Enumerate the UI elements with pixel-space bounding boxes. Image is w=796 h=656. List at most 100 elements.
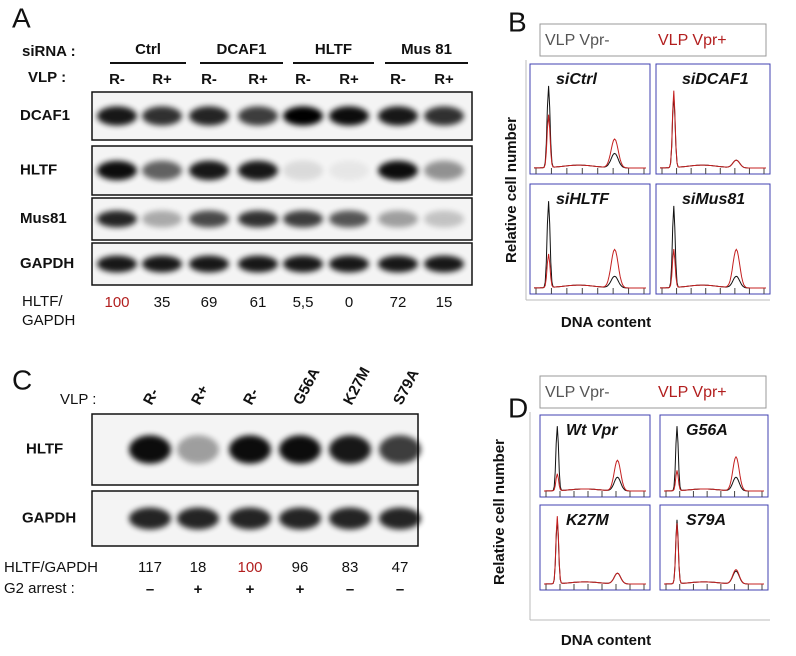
lane-label: K27M xyxy=(340,364,374,407)
blot-band xyxy=(142,160,182,181)
arrest-value: – xyxy=(146,581,154,598)
blot-band xyxy=(129,435,171,464)
lane-label: R- xyxy=(240,386,262,408)
ratio-label: HLTF/ xyxy=(22,293,63,310)
lane-label: R- xyxy=(295,71,311,88)
lane-label: R+ xyxy=(434,71,454,88)
legend-entry: VLP Vpr- xyxy=(545,32,610,49)
blot-band xyxy=(329,507,371,530)
ratio-value: 96 xyxy=(292,559,309,576)
plot-label: siMus81 xyxy=(682,191,745,208)
ratio-label: GAPDH xyxy=(22,312,75,329)
blot-band xyxy=(378,106,418,126)
blot-band xyxy=(142,210,182,228)
y-axis-label: Relative cell number xyxy=(503,117,520,263)
blot-band xyxy=(238,106,278,126)
histogram-curve xyxy=(544,459,646,492)
ratio-value: 100 xyxy=(104,294,129,311)
blot-label: DCAF1 xyxy=(20,107,70,124)
blot-band xyxy=(97,160,137,181)
vlp-label: VLP : xyxy=(28,69,66,86)
blot-band xyxy=(142,106,182,126)
histogram-curve xyxy=(660,90,766,169)
plot-label: K27M xyxy=(566,512,609,529)
blot-band xyxy=(283,210,323,228)
blot-band xyxy=(379,507,421,530)
legend-box xyxy=(539,23,767,57)
blot-band xyxy=(283,160,323,181)
ratio-label: HLTF/GAPDH xyxy=(4,559,98,576)
arrest-label: G2 arrest : xyxy=(4,580,75,597)
blot-band xyxy=(279,435,321,464)
blot-label: GAPDH xyxy=(22,509,76,526)
blot-band xyxy=(229,507,271,530)
blot-band xyxy=(424,106,464,126)
x-axis-label: DNA content xyxy=(561,632,651,649)
plot-label: siCtrl xyxy=(556,71,597,88)
histogram-curve xyxy=(544,516,646,585)
blot-band xyxy=(424,210,464,228)
blot-band xyxy=(378,160,418,181)
panel-label: D xyxy=(508,392,528,423)
lane-label: R+ xyxy=(339,71,359,88)
legend-entry: VLP Vpr+ xyxy=(658,32,727,49)
blot-band xyxy=(189,160,229,181)
blot-band xyxy=(97,255,137,273)
histogram-curve xyxy=(534,114,646,169)
lane-label: R- xyxy=(390,71,406,88)
histogram-curve xyxy=(664,455,764,492)
blot-label: Mus81 xyxy=(20,210,67,227)
panel-label: C xyxy=(12,364,32,395)
blot-band xyxy=(283,255,323,273)
arrest-value: + xyxy=(246,581,255,598)
ratio-value: 18 xyxy=(190,559,207,576)
blot-band xyxy=(378,255,418,273)
blot-band xyxy=(238,210,278,228)
blot-label: HLTF xyxy=(20,161,57,178)
lane-label: R+ xyxy=(188,382,212,407)
sirna-label: siRNA : xyxy=(22,43,76,60)
blot-band xyxy=(189,255,229,273)
blot-band xyxy=(424,160,464,181)
legend-box xyxy=(539,375,767,409)
blot-label: GAPDH xyxy=(20,255,74,272)
ratio-value: 0 xyxy=(345,294,353,311)
ratio-value: 100 xyxy=(237,559,262,576)
panel-label: B xyxy=(508,6,527,37)
group-label: Mus 81 xyxy=(401,41,452,58)
ratio-value: 5,5 xyxy=(293,294,314,311)
ratio-value: 47 xyxy=(392,559,409,576)
blot-band xyxy=(329,106,369,126)
arrest-value: – xyxy=(346,581,354,598)
blot-band xyxy=(329,255,369,273)
blot-band xyxy=(329,210,369,228)
blot-band xyxy=(329,160,369,181)
blot-band xyxy=(279,507,321,530)
blot-band xyxy=(189,106,229,126)
lane-label: R+ xyxy=(248,71,268,88)
lane-label: S79A xyxy=(390,366,423,407)
plot-label: G56A xyxy=(686,422,728,439)
plot-label: siHLTF xyxy=(556,191,610,208)
blot-band xyxy=(97,106,137,126)
group-label: DCAF1 xyxy=(216,41,266,58)
ratio-value: 72 xyxy=(390,294,407,311)
lane-label: R- xyxy=(109,71,125,88)
legend-entry: VLP Vpr+ xyxy=(658,384,727,401)
ratio-value: 35 xyxy=(154,294,171,311)
blot-band xyxy=(379,435,421,464)
ratio-value: 83 xyxy=(342,559,359,576)
ratio-value: 117 xyxy=(138,559,162,576)
panel-label: A xyxy=(12,2,31,33)
histogram-curve xyxy=(664,523,764,585)
blot-band xyxy=(129,507,171,530)
blot-band xyxy=(229,435,271,464)
group-label: Ctrl xyxy=(135,41,161,58)
lane-label: G56A xyxy=(290,365,323,408)
group-label: HLTF xyxy=(315,41,352,58)
histogram-curve xyxy=(660,248,766,289)
vlp-label: VLP : xyxy=(60,391,96,408)
arrest-value: + xyxy=(194,581,203,598)
